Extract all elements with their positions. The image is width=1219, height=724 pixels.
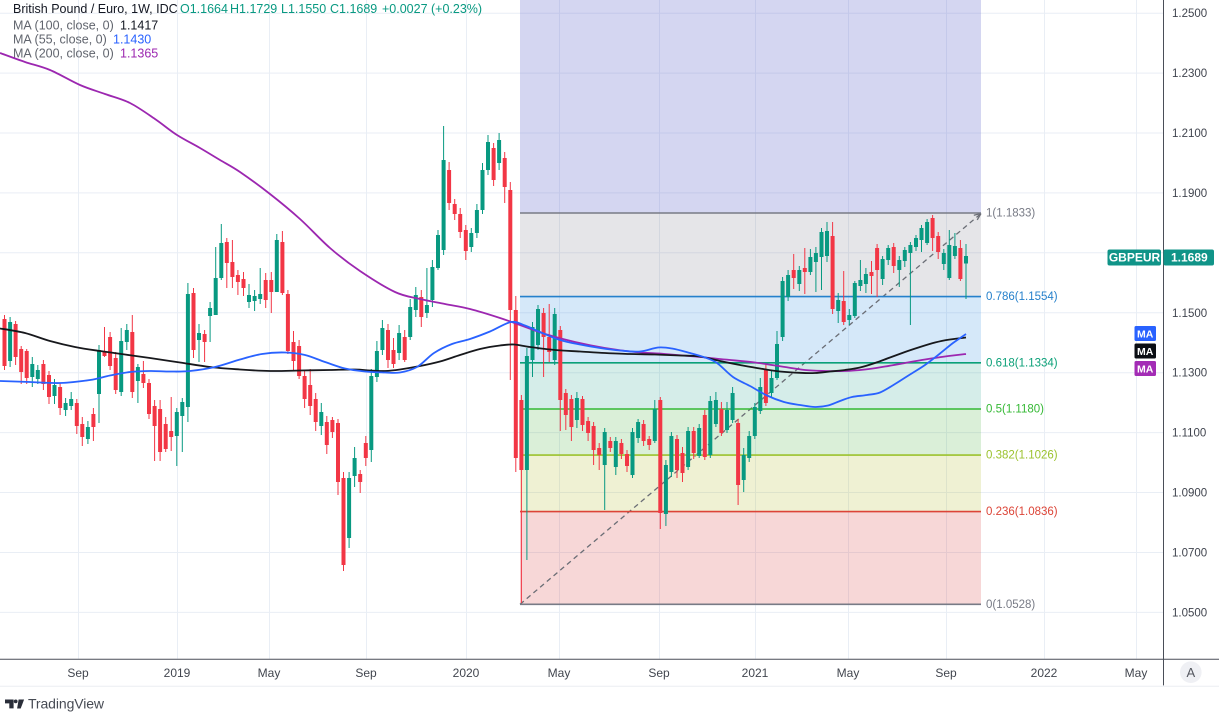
svg-text:MA: MA	[1137, 346, 1154, 358]
svg-text:Sep: Sep	[67, 666, 89, 680]
svg-text:TradingView: TradingView	[28, 696, 105, 712]
svg-text:0.236(1.0836): 0.236(1.0836)	[986, 506, 1058, 518]
svg-text:2022: 2022	[1031, 666, 1058, 680]
svg-text:MA: MA	[1137, 328, 1154, 340]
svg-text:1.1500: 1.1500	[1172, 308, 1207, 320]
svg-text:0.618(1.1334): 0.618(1.1334)	[986, 357, 1058, 369]
svg-text:1.0500: 1.0500	[1172, 607, 1207, 619]
svg-text:May: May	[837, 666, 860, 680]
svg-text:1.1300: 1.1300	[1172, 368, 1207, 380]
svg-text:British Pound / Euro, 1W, IDC: British Pound / Euro, 1W, IDC	[13, 2, 178, 16]
svg-text:GBPEUR: GBPEUR	[1109, 251, 1161, 265]
svg-text:May: May	[258, 666, 281, 680]
svg-text:MA: MA	[1137, 363, 1154, 375]
svg-text:2019: 2019	[164, 666, 191, 680]
svg-text:1(1.1833): 1(1.1833)	[986, 208, 1035, 220]
svg-text:MA (200, close, 0)1.1365: MA (200, close, 0) 1.1365	[13, 47, 158, 61]
svg-text:1.0700: 1.0700	[1172, 548, 1207, 560]
svg-text:Sep: Sep	[355, 666, 377, 680]
svg-text:0.5(1.1180): 0.5(1.1180)	[986, 404, 1044, 416]
svg-text:A: A	[1186, 665, 1195, 680]
svg-text:1.1689: 1.1689	[1171, 251, 1208, 265]
svg-text:MA (100, close, 0)1.1417: MA (100, close, 0) 1.1417	[13, 19, 158, 33]
svg-text:Sep: Sep	[648, 666, 670, 680]
svg-text:Sep: Sep	[935, 666, 957, 680]
svg-text:May: May	[548, 666, 571, 680]
svg-text:0(1.0528): 0(1.0528)	[986, 599, 1035, 611]
svg-text:0.786(1.1554): 0.786(1.1554)	[986, 291, 1058, 303]
svg-text:1.1100: 1.1100	[1172, 428, 1206, 440]
svg-text:0.382(1.1026): 0.382(1.1026)	[986, 450, 1058, 462]
svg-text:MA (55, close, 0)1.1430: MA (55, close, 0) 1.1430	[13, 33, 151, 47]
svg-text:2021: 2021	[742, 666, 769, 680]
svg-text:May: May	[1125, 666, 1148, 680]
svg-text:1.2100: 1.2100	[1172, 128, 1207, 140]
svg-text:1.2300: 1.2300	[1172, 68, 1207, 80]
svg-text:2020: 2020	[453, 666, 480, 680]
svg-text:1.2500: 1.2500	[1172, 8, 1207, 20]
svg-text:1.1900: 1.1900	[1172, 188, 1207, 200]
svg-text:1.0900: 1.0900	[1172, 488, 1207, 500]
